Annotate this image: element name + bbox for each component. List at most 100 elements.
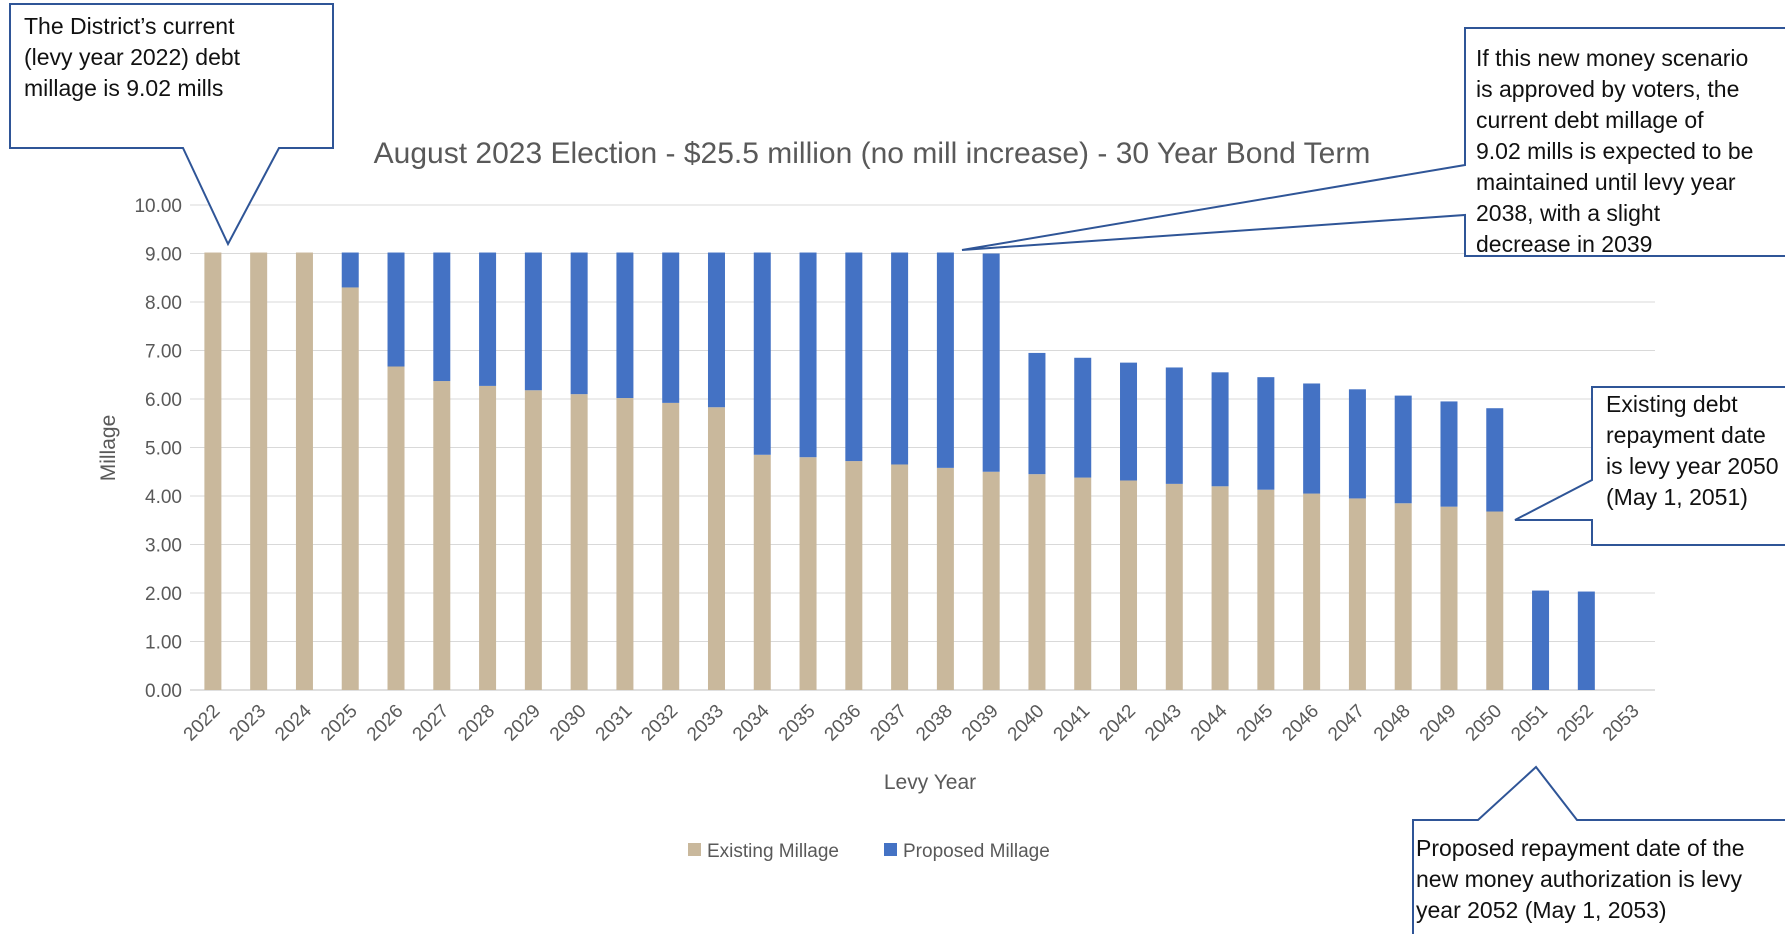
proposed-millage-bar	[1120, 362, 1138, 481]
existing-millage-bar	[753, 454, 771, 690]
x-axis-title: Levy Year	[884, 771, 976, 794]
proposed-millage-bar	[1440, 401, 1458, 507]
x-tick-label: 2050	[1462, 701, 1507, 746]
existing-millage-bar	[845, 461, 863, 690]
y-axis-title: Millage	[97, 415, 120, 482]
x-tick-label: 2049	[1416, 701, 1461, 746]
existing-millage-bar	[707, 407, 725, 690]
x-tick-label: 2047	[1324, 701, 1369, 746]
existing-millage-bar	[1303, 493, 1321, 690]
legend-label-proposed: Proposed Millage	[903, 841, 1050, 862]
x-tick-label: 2032	[637, 701, 682, 746]
existing-millage-bar	[1028, 474, 1046, 690]
proposed-millage-bar	[524, 252, 542, 391]
existing-millage-bar	[891, 464, 909, 690]
proposed-millage-bar	[982, 253, 1000, 472]
existing-millage-bar	[1348, 498, 1366, 690]
callout-existing-text: Existing debt repayment date is levy yea…	[1606, 391, 1779, 510]
y-tick-label: 1.00	[145, 633, 182, 654]
proposed-millage-bar	[662, 252, 680, 403]
x-tick-label: 2040	[1004, 701, 1049, 746]
y-tick-label: 3.00	[145, 536, 182, 557]
x-tick-label: 2029	[500, 701, 545, 746]
proposed-millage-bar	[891, 252, 909, 465]
existing-millage-bar	[204, 252, 222, 690]
proposed-millage-bar	[1532, 590, 1550, 690]
callout-existing-box	[1514, 386, 1785, 546]
existing-millage-bar	[387, 366, 405, 690]
x-tick-label: 2052	[1553, 701, 1598, 746]
x-tick-label: 2035	[775, 701, 820, 746]
y-tick-label: 9.00	[145, 245, 182, 266]
x-tick-label: 2044	[1187, 700, 1232, 745]
x-tick-label: 2030	[546, 701, 591, 746]
existing-millage-bar	[524, 390, 542, 690]
gridlines	[190, 204, 1655, 691]
proposed-millage-bar	[341, 252, 359, 288]
existing-millage-bar	[341, 287, 359, 690]
existing-millage-bar	[1120, 480, 1138, 690]
proposed-millage-bar	[1348, 389, 1366, 499]
x-tick-label: 2051	[1507, 701, 1552, 746]
x-tick-label: 2031	[592, 701, 637, 746]
x-tick-label: 2043	[1141, 701, 1186, 746]
proposed-millage-bar	[1577, 591, 1595, 690]
proposed-millage-bar	[570, 252, 588, 395]
chart-title: August 2023 Election - $25.5 million (no…	[374, 137, 1371, 170]
x-tick-label: 2048	[1370, 701, 1415, 746]
proposed-millage-bar	[433, 252, 451, 382]
existing-millage-bar	[570, 394, 588, 690]
x-tick-label: 2045	[1233, 701, 1278, 746]
existing-millage-bar	[295, 252, 313, 690]
existing-millage-bar	[433, 381, 451, 690]
proposed-millage-bar	[1074, 357, 1092, 478]
proposed-millage-bar	[1303, 383, 1321, 494]
x-tick-label: 2034	[729, 700, 774, 745]
callout-current-box	[9, 3, 334, 247]
x-axis-ticks: 2022 2023 2024 2025 2026 2027 2028 2029 2030 2031…	[180, 700, 1644, 745]
y-tick-label: 2.00	[145, 584, 182, 605]
bars	[204, 252, 1595, 690]
y-tick-label: 0.00	[145, 681, 182, 702]
x-tick-label: 2023	[225, 701, 270, 746]
proposed-millage-bar	[707, 252, 725, 408]
y-tick-label: 4.00	[145, 487, 182, 508]
existing-millage-bar	[1257, 489, 1275, 690]
legend-swatch-existing	[688, 843, 701, 856]
proposed-millage-bar	[1211, 372, 1229, 487]
x-tick-label: 2041	[1050, 701, 1095, 746]
existing-millage-bar	[982, 471, 1000, 690]
legend-label-existing: Existing Millage	[707, 841, 839, 862]
proposed-millage-bar	[1165, 367, 1183, 484]
x-tick-label: 2026	[363, 701, 408, 746]
y-tick-label: 7.00	[145, 342, 182, 363]
proposed-millage-bar	[479, 252, 497, 386]
x-tick-label: 2036	[821, 701, 866, 746]
x-tick-label: 2039	[958, 701, 1003, 746]
existing-millage-bar	[616, 398, 634, 690]
proposed-millage-bar	[845, 252, 863, 462]
proposed-millage-bar	[1486, 408, 1504, 512]
existing-millage-bar	[1440, 506, 1458, 690]
existing-millage-bar	[1074, 477, 1092, 690]
proposed-millage-bar	[799, 252, 817, 458]
proposed-millage-bar	[387, 252, 405, 367]
proposed-millage-bar	[936, 252, 954, 468]
existing-millage-bar	[479, 385, 497, 690]
callouts	[9, 3, 1785, 934]
y-tick-label: 6.00	[145, 390, 182, 411]
callout-current-text: The District’s current (levy year 2022) …	[24, 13, 241, 101]
proposed-millage-bar	[1394, 395, 1412, 504]
existing-millage-bar	[1486, 511, 1504, 690]
proposed-millage-bar	[616, 252, 634, 399]
callout-proposed-text: Proposed repayment date of the new money…	[1416, 835, 1745, 923]
existing-millage-bar	[662, 402, 680, 690]
x-tick-label: 2025	[317, 701, 362, 746]
x-tick-label: 2027	[409, 701, 454, 746]
existing-millage-bar	[1394, 503, 1412, 690]
x-tick-label: 2033	[683, 701, 728, 746]
existing-millage-bar	[936, 467, 954, 690]
proposed-millage-bar	[1257, 377, 1275, 490]
callout-maintained-box	[961, 27, 1785, 257]
